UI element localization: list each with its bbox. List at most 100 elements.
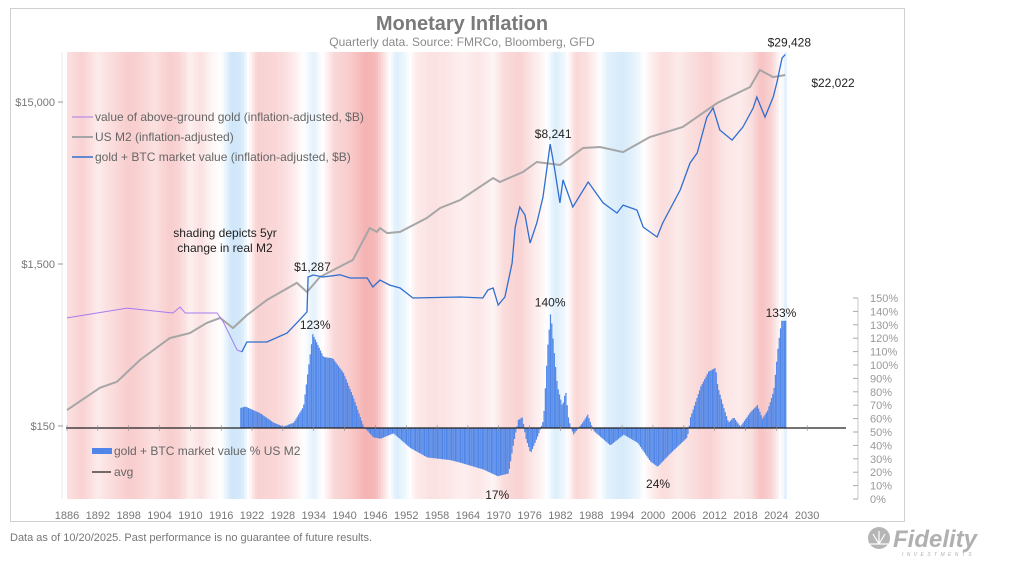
pct-bar bbox=[671, 427, 674, 452]
right-tick-label: 30% bbox=[870, 454, 892, 466]
pct-bar bbox=[325, 357, 327, 428]
shading-stripe bbox=[452, 52, 456, 499]
shading-stripe bbox=[156, 52, 160, 499]
pct-bar bbox=[732, 418, 734, 428]
shading-stripe bbox=[668, 52, 672, 499]
pct-bar bbox=[285, 425, 287, 428]
pct-bar bbox=[648, 427, 651, 460]
shading-stripe bbox=[719, 52, 723, 499]
shading-stripe bbox=[701, 52, 705, 499]
shading-stripe bbox=[552, 52, 556, 499]
right-tick-label: 90% bbox=[870, 373, 892, 385]
pct-bar bbox=[414, 427, 417, 451]
pct-bar bbox=[328, 357, 331, 428]
pct-bar bbox=[361, 420, 363, 428]
pct-bar bbox=[659, 427, 661, 465]
pct-bar bbox=[504, 427, 507, 475]
pct-bar bbox=[674, 427, 676, 450]
legend-bottom: gold + BTC market value % US M2 avg bbox=[92, 444, 301, 479]
pct-bar bbox=[707, 371, 710, 428]
pct-bar bbox=[709, 370, 711, 428]
shading-stripe bbox=[537, 52, 541, 499]
pct-bar bbox=[697, 394, 699, 428]
shading-stripe bbox=[249, 52, 253, 499]
shading-stripe bbox=[172, 52, 176, 499]
shading-stripe bbox=[370, 52, 374, 499]
shading-stripe bbox=[714, 52, 718, 499]
shading-stripe bbox=[123, 52, 127, 499]
shading-stripe bbox=[375, 52, 379, 499]
pct-bar bbox=[747, 415, 749, 428]
pct-bar bbox=[289, 424, 291, 428]
shading-stripe bbox=[318, 52, 322, 499]
pct-bar bbox=[664, 427, 666, 460]
shading-stripe bbox=[408, 52, 412, 499]
pct-bar bbox=[453, 427, 455, 462]
shading-stripe bbox=[84, 52, 88, 499]
pct-bar bbox=[483, 427, 485, 470]
shading-stripe bbox=[447, 52, 451, 499]
pct-bar bbox=[534, 427, 536, 443]
shading-stripe bbox=[647, 52, 651, 499]
pct-bar bbox=[370, 427, 372, 435]
pct-bar bbox=[358, 413, 360, 428]
pct-bar bbox=[546, 365, 548, 428]
pct-bar bbox=[484, 427, 486, 471]
pct-bar bbox=[308, 364, 310, 428]
left-tick-label: $1,500 bbox=[21, 259, 55, 271]
pct-bar bbox=[632, 427, 634, 440]
pct-bar bbox=[407, 427, 409, 446]
pct-bar bbox=[696, 398, 698, 428]
x-tick-label: 1928 bbox=[271, 510, 295, 522]
shading-stripe bbox=[167, 52, 171, 499]
shading-stripe bbox=[480, 52, 484, 499]
shading-stripe bbox=[606, 52, 610, 499]
shading-stripe bbox=[575, 52, 579, 499]
pct-bar bbox=[380, 427, 382, 439]
pct-bar bbox=[296, 416, 298, 428]
pct-bar bbox=[548, 329, 550, 428]
shading-stripe bbox=[516, 52, 520, 499]
shading-stripe bbox=[663, 52, 667, 499]
pct-bar bbox=[435, 427, 437, 459]
shading-stripe bbox=[722, 52, 726, 499]
pct-bar bbox=[689, 417, 692, 428]
shading-stripe bbox=[688, 52, 692, 499]
pct-bar bbox=[761, 418, 764, 428]
pct-bar bbox=[277, 424, 279, 428]
pct-bar bbox=[332, 359, 334, 428]
pct-bar bbox=[657, 427, 660, 467]
pct-bar bbox=[561, 404, 563, 428]
pct-bar bbox=[679, 427, 681, 445]
shading-stripe bbox=[750, 52, 754, 499]
shading-stripe bbox=[642, 52, 646, 499]
pct-bar bbox=[321, 353, 323, 428]
pct-bar bbox=[555, 367, 557, 428]
pct-bar bbox=[741, 424, 743, 428]
x-tick-label: 1946 bbox=[363, 510, 387, 522]
pct-bar bbox=[517, 419, 519, 428]
pct-bar bbox=[274, 423, 277, 428]
shading-stripe bbox=[82, 52, 86, 499]
pct-bar bbox=[524, 427, 526, 433]
shading-stripe bbox=[231, 52, 235, 499]
pct-bar bbox=[772, 393, 774, 428]
pct-bar bbox=[249, 408, 251, 428]
shading-stripe bbox=[390, 52, 394, 499]
pct-bar bbox=[692, 409, 694, 428]
pct-bar bbox=[669, 427, 671, 454]
pct-bar bbox=[647, 427, 649, 459]
pct-bar bbox=[742, 422, 744, 428]
shading-stripe bbox=[632, 52, 636, 499]
shading-stripe bbox=[203, 52, 207, 499]
pct-bar bbox=[530, 427, 532, 453]
shading-stripe bbox=[457, 52, 461, 499]
pct-bar bbox=[597, 427, 599, 435]
shading-stripe bbox=[226, 52, 230, 499]
shading-stripe bbox=[298, 52, 302, 499]
pct-bar bbox=[600, 427, 602, 437]
pct-bar bbox=[535, 427, 537, 440]
pct-bar bbox=[754, 407, 756, 428]
pct-bar bbox=[246, 407, 248, 428]
pct-bar bbox=[458, 427, 460, 463]
